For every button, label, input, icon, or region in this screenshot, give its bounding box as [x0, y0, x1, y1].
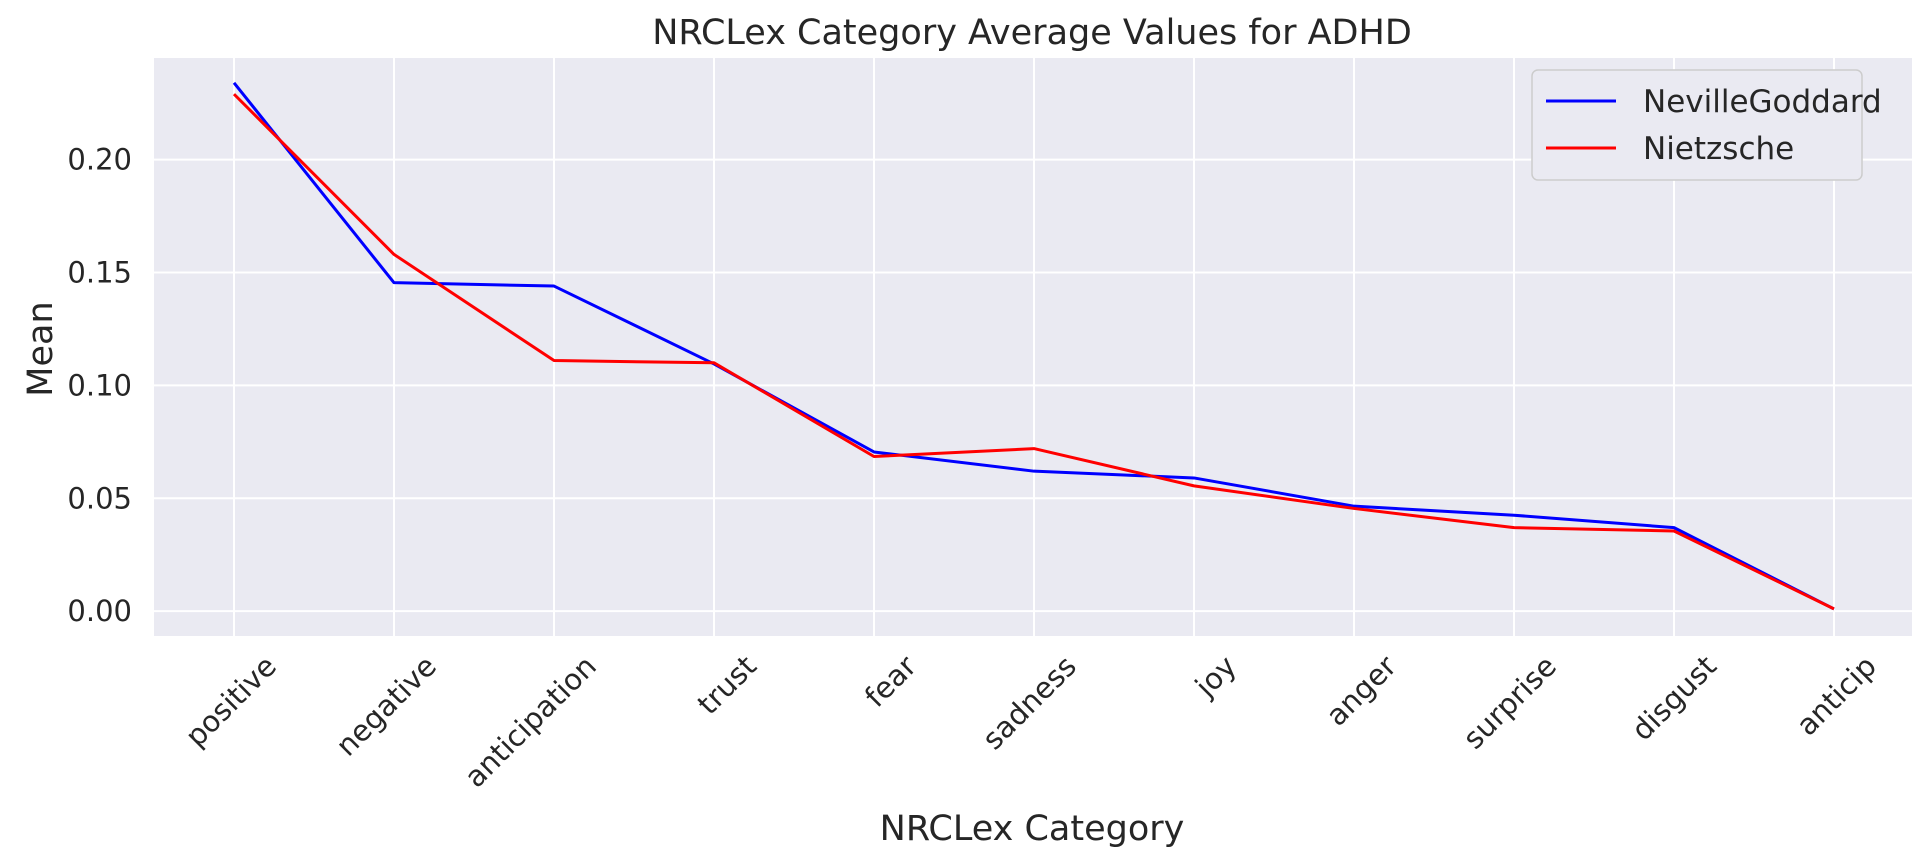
- y-axis-label: Mean: [21, 301, 61, 396]
- legend-label-nevillegoddard: NevilleGoddard: [1643, 84, 1882, 120]
- y-tick-label: 0.05: [67, 481, 132, 515]
- x-tick-label-surprise: surprise: [1456, 649, 1563, 756]
- x-tick-label-anger: anger: [1319, 649, 1403, 733]
- x-tick-label-fear: fear: [858, 649, 923, 714]
- legend-label-nietzsche: Nietzsche: [1643, 131, 1794, 167]
- series-line-nietzsche: [232, 93, 1835, 611]
- x-tick-label-disgust: disgust: [1625, 649, 1723, 747]
- chart-title: NRCLex Category Average Values for ADHD: [652, 13, 1412, 53]
- x-tick-label-anticip: anticip: [1790, 649, 1883, 742]
- x-tick-label-positive: positive: [178, 649, 282, 753]
- x-tick-label-joy: joy: [1188, 649, 1243, 704]
- x-tick-label-anticipation: anticipation: [458, 649, 603, 794]
- y-tick-label: 0.10: [67, 368, 132, 402]
- series-lines: [232, 81, 1835, 611]
- x-axis-label: NRCLex Category: [880, 809, 1185, 849]
- x-tick-label-sadness: sadness: [976, 649, 1083, 756]
- y-tick-label: 0.20: [67, 143, 132, 177]
- x-tick-label-negative: negative: [329, 649, 443, 763]
- series-line-nevillegoddard: [232, 81, 1835, 611]
- y-tick-label: 0.15: [67, 255, 132, 289]
- x-tick-label-trust: trust: [691, 649, 763, 721]
- legend: NevilleGoddard Nietzsche: [1531, 69, 1882, 181]
- y-tick-label: 0.00: [67, 594, 132, 628]
- x-tick-labels: positive negative anticipation trust fear sad…: [178, 649, 1882, 794]
- legend-box: [1531, 69, 1863, 181]
- y-tick-labels: 0.00 0.05 0.10 0.15 0.20: [67, 143, 132, 629]
